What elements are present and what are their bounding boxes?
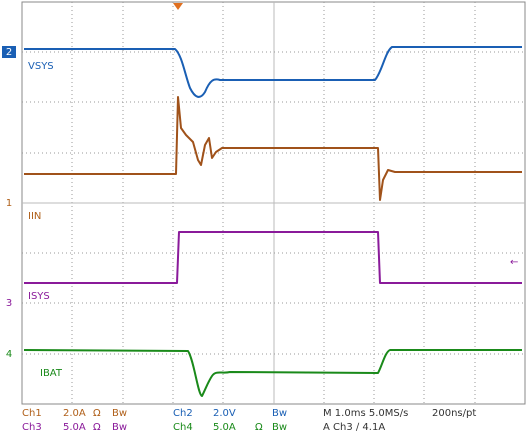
footer-text: Ω: [93, 408, 101, 419]
footer-text: Bw: [112, 422, 127, 433]
footer-text: Ch3: [22, 422, 42, 433]
isys-trace: [24, 231, 522, 284]
trigger-level-arrow: ←: [510, 257, 518, 268]
footer-text: 5.0A: [63, 422, 86, 433]
vsys-trace: [24, 46, 522, 98]
footer-text: M 1.0ms 5.0MS/s: [323, 408, 408, 419]
ch3-marker: 3: [6, 298, 12, 309]
ch1-marker: 1: [6, 198, 12, 209]
trace-label: ISYS: [28, 291, 50, 302]
trace-label: IIN: [28, 211, 41, 222]
footer-text: Bw: [272, 422, 287, 433]
footer-text: 5.0A: [213, 422, 236, 433]
footer-text: 2.0V: [213, 408, 236, 419]
footer-text: 200ns/pt: [432, 408, 476, 419]
footer: Ch1 2.0A Ω Bw Ch2 2.0V Bw M 1.0ms 5.0MS/…: [22, 408, 476, 433]
footer-text: Ch1: [22, 408, 42, 419]
ibat-trace: [23, 349, 522, 397]
ch2-marker: 2: [6, 47, 12, 58]
footer-text: Bw: [112, 408, 127, 419]
footer-text: Ch4: [173, 422, 193, 433]
footer-text: Ω: [93, 422, 101, 433]
footer-text: Bw: [272, 408, 287, 419]
trace-label: IBAT: [40, 368, 63, 379]
footer-text: A Ch3 ∕ 4.1A: [323, 422, 385, 433]
ch2-marker-box: [2, 46, 16, 58]
graticule: [22, 2, 525, 404]
trace-label: VSYS: [28, 61, 54, 72]
footer-text: Ch2: [173, 408, 193, 419]
iin-trace: [24, 96, 522, 201]
footer-text: Ω: [255, 422, 263, 433]
footer-text: 2.0A: [63, 408, 86, 419]
trigger-position: [173, 3, 183, 10]
ch4-marker: 4: [6, 349, 12, 360]
